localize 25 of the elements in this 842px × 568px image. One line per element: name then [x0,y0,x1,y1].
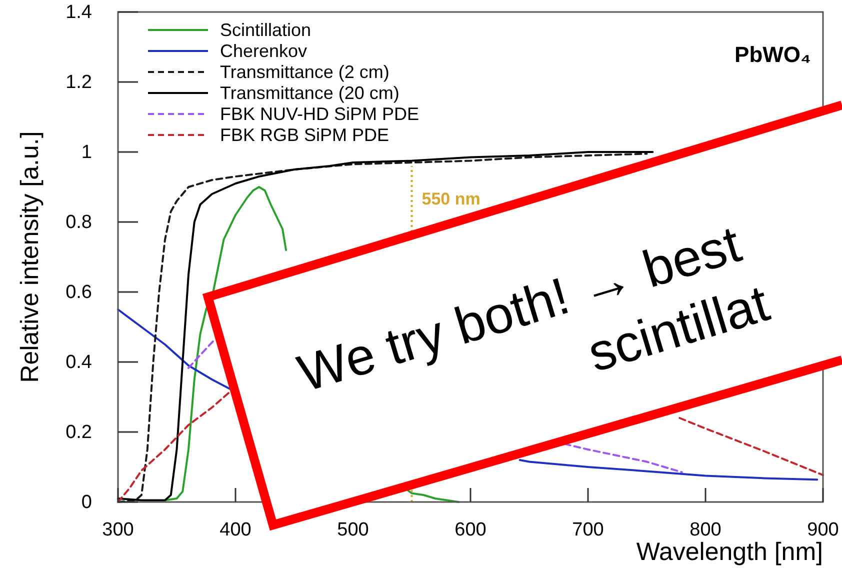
x-tick-label: 400 [220,519,252,540]
legend-label: Scintillation [220,20,312,40]
y-tick-label: 0.6 [66,282,92,304]
x-tick-label: 600 [454,519,486,540]
y-tick-label: 0.4 [66,352,92,374]
y-tick-label: 0 [81,492,92,514]
x-axis-title: Wavelength [nm] [636,538,823,566]
legend-label: Cherenkov [220,41,308,61]
x-tick-label: 300 [102,519,134,540]
y-axis-title: Relative intensity [a.u.] [16,131,44,383]
x-tick-label: 900 [807,519,839,540]
legend-label: FBK RGB SiPM PDE [220,125,390,145]
legend-label: FBK NUV-HD SiPM PDE [220,104,420,124]
x-tick-label: 700 [572,519,604,540]
legend-label: Transmittance (2 cm) [220,62,390,82]
legend-label: Transmittance (20 cm) [220,83,400,103]
annotation: PbWO₄ [734,42,811,67]
x-tick-label: 500 [337,519,369,540]
y-tick-label: 1 [81,142,92,164]
y-tick-label: 0.8 [66,212,92,234]
y-tick-label: 1.4 [66,2,92,24]
x-tick-label: 800 [690,519,722,540]
ref-line-label: 550 nm [422,190,480,208]
y-tick-label: 0.2 [66,422,92,444]
y-tick-label: 1.2 [66,72,92,94]
